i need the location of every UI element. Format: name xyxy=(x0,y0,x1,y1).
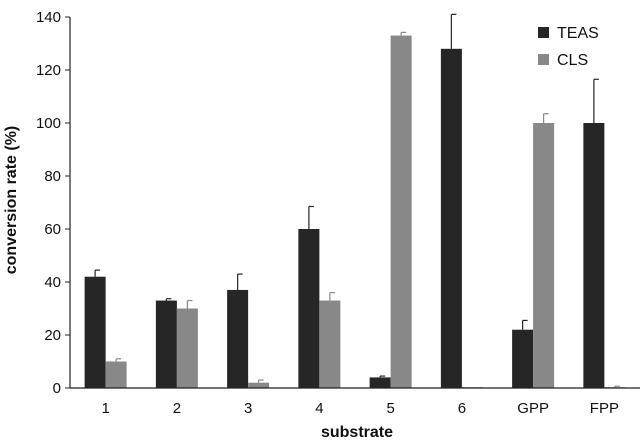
legend: TEAS CLS xyxy=(538,25,599,69)
y-tick-label: 0 xyxy=(53,380,61,397)
legend-label-cls: CLS xyxy=(557,52,588,69)
legend-swatch-teas xyxy=(538,27,549,38)
y-tick-label: 40 xyxy=(44,274,61,291)
legend-swatch-cls xyxy=(538,54,549,65)
y-tick-label: 20 xyxy=(44,327,61,344)
y-tick-label: 80 xyxy=(44,168,61,185)
x-tick-label: 2 xyxy=(173,400,181,417)
x-tick-label: 5 xyxy=(386,400,394,417)
bar-teas-6 xyxy=(440,48,462,389)
x-tick-label: 6 xyxy=(458,400,466,417)
bar-cls-3 xyxy=(248,382,270,388)
error-bars-layer xyxy=(94,13,620,388)
legend-label-teas: TEAS xyxy=(557,25,599,42)
y-tick-label: 140 xyxy=(36,9,61,26)
y-tick-label: 100 xyxy=(36,115,61,132)
bar-cls-2 xyxy=(176,308,198,388)
bar-teas-4 xyxy=(298,229,320,388)
y-axis-label: conversion rate (%) xyxy=(3,126,20,274)
x-tick-label: FPP xyxy=(590,400,619,417)
bar-cls-gpp xyxy=(533,123,555,388)
bar-cls-1 xyxy=(105,361,127,388)
axes xyxy=(69,17,640,389)
bar-cls-4 xyxy=(319,300,341,388)
x-ticks: 1 2 3 4 5 6 GPP FPP xyxy=(101,400,619,417)
bar-teas-3 xyxy=(227,289,249,388)
x-axis-label: substrate xyxy=(321,424,393,441)
bar-teas-5 xyxy=(369,377,391,388)
bar-cls-5 xyxy=(390,35,412,389)
bars-layer xyxy=(84,35,626,389)
y-tick-label: 120 xyxy=(36,62,61,79)
x-tick-label: 1 xyxy=(101,400,109,417)
bar-teas-fpp xyxy=(583,123,605,388)
x-tick-label: 4 xyxy=(315,400,323,417)
x-tick-label: 3 xyxy=(244,400,252,417)
y-tick-label: 60 xyxy=(44,221,61,238)
bar-teas-1 xyxy=(84,276,106,388)
bar-teas-gpp xyxy=(512,329,534,388)
y-ticks: 0 20 40 60 80 100 120 140 xyxy=(36,9,70,397)
bar-teas-2 xyxy=(155,300,177,388)
x-tick-label: GPP xyxy=(517,400,549,417)
